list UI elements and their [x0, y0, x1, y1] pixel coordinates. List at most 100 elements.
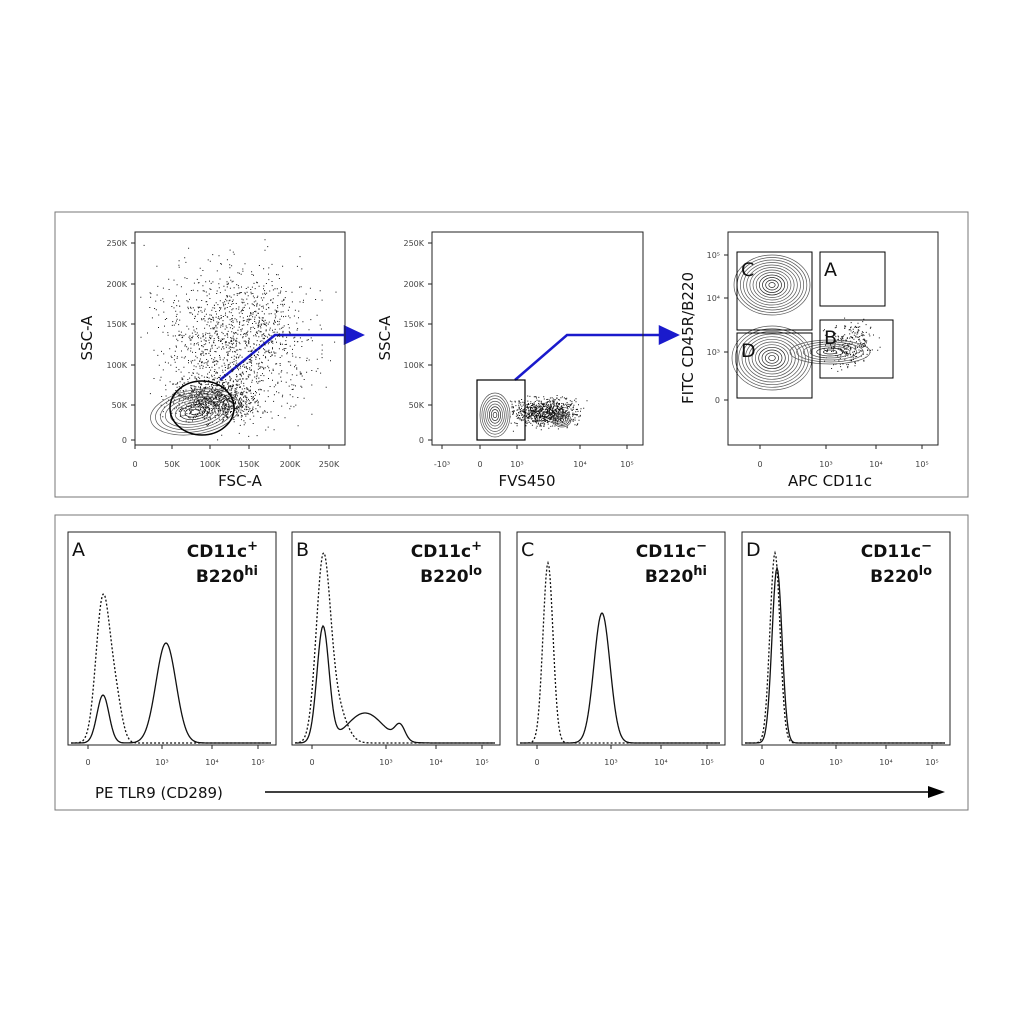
x-tick-label: 10³: [829, 758, 842, 767]
y-tick-label: 10³: [707, 348, 720, 357]
x-axis-label: APC CD11c: [788, 472, 872, 490]
contour: [765, 279, 779, 291]
gate: [819, 251, 886, 307]
x-tick-label: 250K: [319, 460, 340, 469]
plot-frame: [431, 231, 644, 446]
gate-arrows: [219, 325, 680, 381]
histogram-frame: [67, 531, 277, 746]
events: [509, 395, 588, 432]
x-tick-label: 10⁵: [925, 758, 938, 767]
panel-letter: C: [521, 539, 534, 561]
marker-line-2: B220hi: [645, 564, 707, 587]
x-tick-label: 10³: [155, 758, 168, 767]
contour: [174, 401, 216, 423]
contour: [554, 414, 570, 426]
contour: [754, 344, 790, 372]
contour: [743, 262, 801, 308]
contour: [179, 403, 211, 421]
contour: [738, 330, 806, 386]
marker-sup: +: [471, 539, 482, 554]
contour: [164, 396, 226, 428]
y-tick-label: 0: [715, 396, 720, 405]
marker-line-1: CD11c+: [411, 539, 482, 562]
contour: [816, 347, 844, 357]
marker-line-1: CD11c−: [861, 539, 932, 562]
contour: [556, 415, 568, 425]
marker-line-1: CD11c−: [636, 539, 707, 562]
histogram-frame: [516, 531, 726, 746]
histogram-frame: [291, 531, 501, 746]
y-tick-label: 200K: [403, 280, 424, 289]
contour: [741, 333, 803, 383]
marker: B220: [196, 567, 245, 587]
marker-sup: lo: [919, 564, 932, 579]
stain-curve: [520, 612, 720, 744]
y-tick-label: 10⁴: [707, 294, 720, 303]
x-tick-label: 0: [534, 758, 539, 767]
marker-sup: −: [696, 539, 707, 554]
panel-letter: A: [72, 539, 85, 561]
contour: [489, 406, 501, 424]
contour: [796, 341, 864, 363]
x-tick-label: 10³: [379, 758, 392, 767]
x-tick-label: 10⁵: [475, 758, 488, 767]
contour: [552, 412, 572, 428]
x-axis-label: FSC-A: [218, 472, 262, 490]
contour: [558, 416, 566, 424]
x-tick-label: 100K: [200, 460, 221, 469]
panel-letter: B: [296, 539, 309, 561]
contour: [487, 403, 503, 427]
x-tick-label: 10⁴: [573, 460, 586, 469]
marker-sup: hi: [244, 564, 258, 579]
gate: [736, 251, 813, 331]
y-tick-label: 50K: [112, 401, 128, 410]
y-tick-label: 150K: [106, 320, 127, 329]
stain-curve: [71, 642, 271, 744]
histogram-frame: [741, 531, 951, 746]
y-tick-label: 150K: [403, 320, 424, 329]
contour: [189, 409, 201, 415]
arrow-2: [514, 333, 660, 381]
contour: [764, 352, 780, 364]
contour: [485, 400, 505, 430]
y-axis-label: SSC-A: [376, 315, 394, 361]
marker-sup: hi: [693, 564, 707, 579]
marker-line-2: B220lo: [420, 564, 482, 587]
arrowhead-2: [658, 325, 680, 345]
y-tick-label: 200K: [106, 280, 127, 289]
contour: [762, 277, 782, 293]
isotype-curve: [295, 551, 495, 744]
gate: [169, 380, 235, 436]
contour: [802, 343, 858, 361]
x-tick-label: 200K: [280, 460, 301, 469]
y-tick-label: 100K: [106, 361, 127, 370]
panel-letter: D: [746, 539, 761, 561]
top-frame: [54, 211, 969, 498]
contour: [481, 395, 509, 435]
x-tick-label: 10⁴: [654, 758, 667, 767]
x-tick-label: -10³: [434, 460, 450, 469]
contour: [768, 282, 776, 288]
y-axis-label: SSC-A: [78, 315, 96, 361]
gate: [736, 332, 813, 399]
marker-sup: −: [921, 539, 932, 554]
gate-label: B: [824, 327, 837, 349]
x-tick-label: 0: [309, 758, 314, 767]
contour: [739, 259, 805, 311]
bottom-frame: [54, 514, 969, 811]
y-tick-label: 10⁵: [707, 251, 720, 260]
y-axis-label: FITC CD45R/B220: [679, 272, 697, 404]
contour: [768, 354, 776, 362]
x-tick-label: 10⁴: [869, 460, 882, 469]
x-tick-label: 10⁴: [429, 758, 442, 767]
gate-label: A: [824, 259, 837, 281]
x-tick-label: 50K: [164, 460, 180, 469]
x-tick-label: 10³: [819, 460, 832, 469]
x-tick-label: 150K: [239, 460, 260, 469]
events: [819, 317, 881, 372]
contour: [789, 339, 871, 365]
contour: [761, 349, 783, 367]
stain-curve: [745, 565, 945, 744]
x-tick-label: 10³: [510, 460, 523, 469]
marker: B220: [645, 567, 694, 587]
